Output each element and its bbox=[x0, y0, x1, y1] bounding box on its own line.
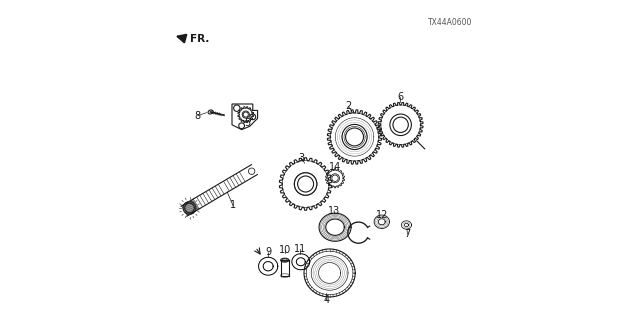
Text: 8: 8 bbox=[195, 111, 201, 121]
Text: TX44A0600: TX44A0600 bbox=[428, 18, 472, 27]
Text: FR.: FR. bbox=[191, 34, 210, 44]
Text: 10: 10 bbox=[278, 244, 291, 255]
Text: 3: 3 bbox=[299, 153, 305, 164]
Text: 5: 5 bbox=[244, 118, 250, 128]
Text: 12: 12 bbox=[376, 210, 388, 220]
Text: 7: 7 bbox=[404, 229, 410, 239]
Text: 2: 2 bbox=[345, 101, 351, 111]
Text: 9: 9 bbox=[265, 247, 271, 257]
Text: 14: 14 bbox=[329, 162, 342, 172]
Text: 6: 6 bbox=[397, 92, 403, 102]
Text: 1: 1 bbox=[230, 200, 236, 211]
Text: 11: 11 bbox=[294, 244, 307, 254]
Text: 4: 4 bbox=[323, 295, 330, 305]
Text: 13: 13 bbox=[328, 205, 340, 216]
